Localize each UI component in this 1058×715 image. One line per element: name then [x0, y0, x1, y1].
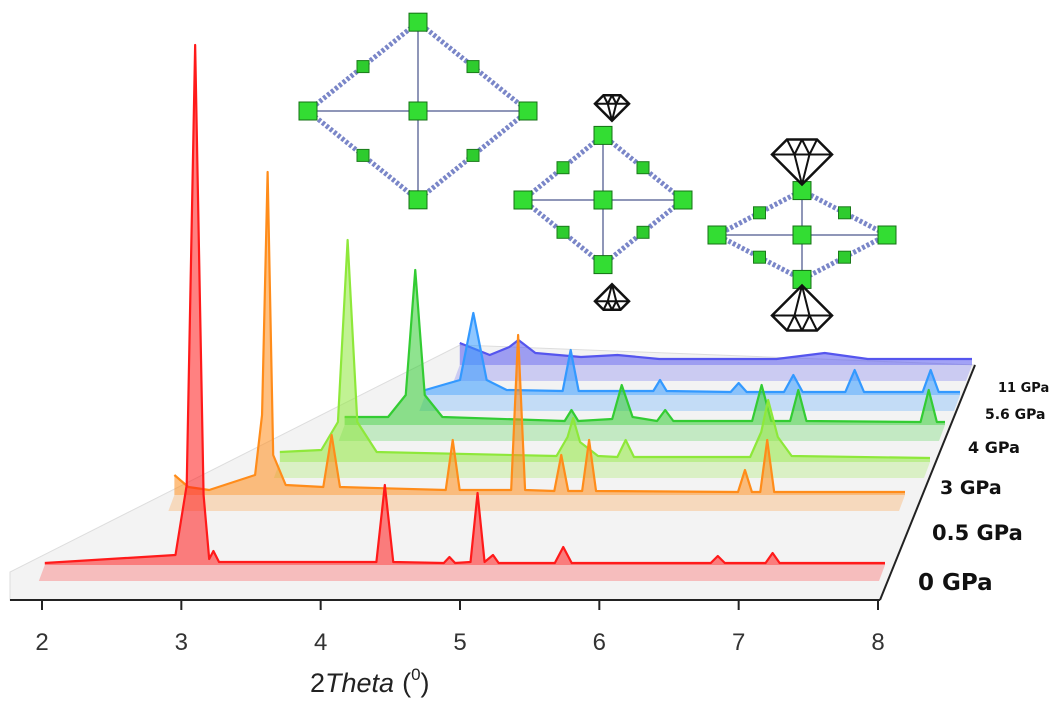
- node: [409, 191, 427, 209]
- structure-illustrations: [299, 13, 896, 330]
- node: [557, 226, 569, 238]
- gem-icon: [772, 286, 832, 331]
- series-label: 0 GPa: [918, 570, 993, 596]
- node: [839, 207, 851, 219]
- x-title-part: (: [402, 668, 411, 698]
- series-label: 11 GPa: [998, 381, 1049, 396]
- x-tick-label: 4: [314, 629, 327, 656]
- node: [594, 191, 612, 209]
- baseline-ribbon: [274, 462, 930, 478]
- node: [754, 251, 766, 263]
- node: [409, 102, 427, 120]
- baseline-ribbon: [419, 395, 960, 411]
- node: [594, 256, 612, 274]
- node: [514, 191, 532, 209]
- node: [754, 207, 766, 219]
- x-tick-label: 6: [593, 629, 606, 656]
- node: [519, 102, 537, 120]
- node: [409, 13, 427, 31]
- baseline-ribbon: [454, 365, 972, 381]
- x-tick-label: 3: [175, 629, 188, 656]
- node: [708, 226, 726, 244]
- node: [357, 149, 369, 161]
- baseline-ribbon: [339, 425, 945, 441]
- node: [357, 61, 369, 73]
- series-label: 4 GPa: [968, 438, 1020, 457]
- x-tick-label: 8: [871, 629, 884, 656]
- node: [674, 191, 692, 209]
- gem-icon: [772, 140, 832, 185]
- node: [467, 61, 479, 73]
- x-title-part: 2: [310, 668, 325, 698]
- node: [793, 226, 811, 244]
- node: [839, 251, 851, 263]
- series-label: 0.5 GPa: [932, 521, 1023, 545]
- series-label: 3 GPa: [940, 477, 1002, 499]
- chart: 2Theta(0) 234567811 GPa5.6 GPa4 GPa3 GPa…: [0, 0, 1058, 715]
- node: [467, 149, 479, 161]
- node: [299, 102, 317, 120]
- x-tick-label: 2: [35, 629, 48, 656]
- x-title-part: 0: [411, 665, 420, 684]
- x-tick-label: 5: [453, 629, 466, 656]
- baseline-ribbon: [168, 495, 905, 511]
- node: [878, 226, 896, 244]
- x-title-part: Theta: [325, 668, 394, 698]
- node: [557, 162, 569, 174]
- x-tick-label: 7: [732, 629, 745, 656]
- x-title-part: ): [421, 668, 430, 698]
- node: [594, 126, 612, 144]
- node: [637, 162, 649, 174]
- x-axis-title: 2Theta (0): [310, 665, 430, 698]
- baseline-ribbon: [39, 565, 885, 581]
- series-label: 5.6 GPa: [985, 407, 1046, 423]
- node: [637, 226, 649, 238]
